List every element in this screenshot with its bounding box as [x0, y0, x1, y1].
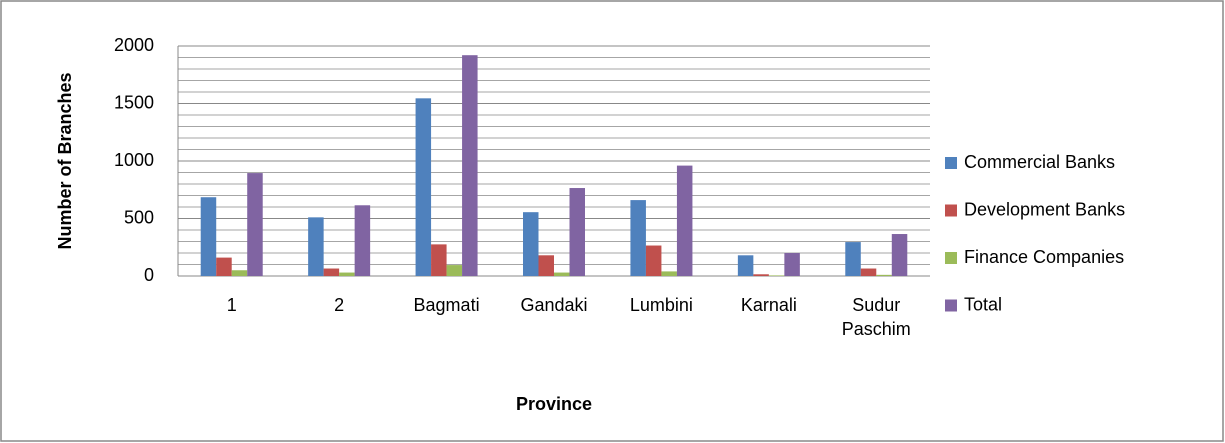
bar	[339, 272, 355, 276]
legend-label: Development Banks	[964, 199, 1125, 219]
x-tick-label: 2	[334, 295, 345, 315]
bar	[737, 255, 754, 276]
x-tick-label: Lumbini	[629, 295, 693, 315]
legend-swatch	[945, 157, 957, 169]
bar	[216, 257, 232, 276]
bar	[308, 217, 324, 276]
x-tick-label: Sudur Paschim	[841, 295, 911, 339]
y-tick-label: 0	[144, 265, 154, 285]
bar	[860, 268, 877, 276]
x-axis-title: Province	[516, 394, 592, 414]
bar	[538, 255, 554, 276]
bar	[645, 245, 662, 276]
bar	[462, 55, 478, 277]
bar	[676, 165, 693, 276]
legend-label: Commercial Banks	[964, 152, 1115, 172]
bar	[845, 242, 861, 276]
bar	[630, 200, 646, 276]
legend-swatch	[945, 299, 957, 312]
bar	[323, 268, 340, 276]
bar	[231, 270, 248, 276]
x-tick-label: Karnali	[740, 295, 797, 315]
x-tick-label: Bagmati	[413, 295, 480, 315]
y-axis-title: Number of Branches	[55, 72, 75, 249]
x-tick-label: 1	[226, 295, 237, 315]
bar	[876, 274, 892, 276]
bar	[247, 173, 263, 276]
bar	[784, 253, 800, 276]
legend-swatch	[945, 252, 957, 264]
bar	[523, 212, 539, 276]
bar	[569, 188, 585, 276]
bar	[200, 197, 217, 276]
bar	[446, 265, 463, 276]
x-tick-label: Gandaki	[520, 295, 588, 315]
bar	[891, 234, 908, 276]
bar	[753, 274, 769, 276]
bar	[415, 98, 432, 276]
y-tick-label: 500	[124, 207, 154, 227]
bar	[554, 272, 570, 276]
bar	[768, 275, 785, 276]
bar	[431, 244, 447, 276]
legend-label: Total	[964, 294, 1002, 314]
legend-label: Finance Companies	[964, 247, 1124, 267]
y-tick-label: 2000	[114, 35, 154, 55]
y-tick-label: 1000	[114, 150, 154, 170]
legend-swatch	[945, 204, 957, 217]
y-tick-label: 1500	[114, 92, 154, 112]
bar	[661, 271, 677, 276]
bar	[354, 205, 371, 276]
